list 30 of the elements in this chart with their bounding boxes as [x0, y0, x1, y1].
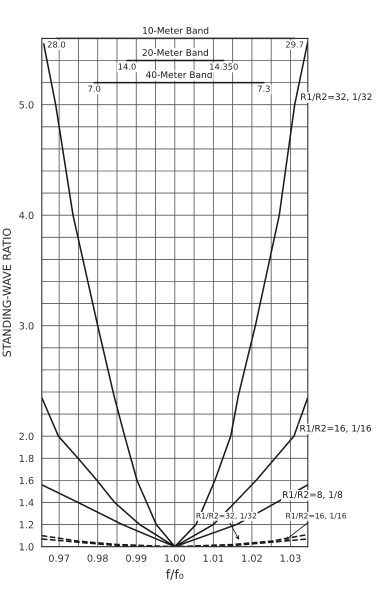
x-axis-title: f/f₀	[166, 569, 184, 580]
y-tick-label: 3.0	[19, 322, 34, 330]
y-axis-title: STANDING-WAVE RATIO	[2, 228, 11, 357]
x-tick-label: 1.03	[280, 554, 300, 562]
annotation: 28.0	[48, 41, 66, 48]
series-label: R1/R2=8, 1/8	[283, 491, 342, 499]
y-tick-label: 2.0	[19, 432, 34, 440]
annotation: 7.3	[258, 86, 270, 92]
annotation: 7.0	[88, 86, 100, 92]
y-tick-label: 1.2	[20, 521, 34, 528]
series-label: R1/R2=32, 1/32	[301, 93, 372, 102]
x-tick-label: 0.98	[88, 554, 108, 562]
y-tick-label: 1.6	[20, 476, 34, 484]
annotation: 14.350	[210, 63, 238, 70]
x-tick-label: 1.02	[242, 554, 262, 562]
series-label: R1/R2=16, 1/16	[300, 424, 372, 433]
x-tick-label: 0.97	[48, 554, 70, 562]
y-tick-label: 5.0	[19, 101, 34, 109]
y-tick-label: 1.0	[20, 543, 34, 551]
series-label: 40-Meter Band	[146, 71, 212, 78]
x-tick-label: 1.00	[165, 554, 185, 562]
annotation: 14.0	[118, 63, 136, 70]
x-tick-label: 1.01	[204, 554, 224, 562]
y-tick-label: 4.0	[19, 212, 34, 220]
series-label: 20-Meter Band	[142, 49, 208, 56]
y-tick-label: 1.4	[20, 499, 34, 506]
y-tick-label: 1.8	[20, 454, 34, 462]
series-label: 10-Meter Band	[143, 26, 208, 34]
x-tick-label: 0.99	[126, 554, 146, 562]
annotation: 29.7	[286, 41, 304, 48]
